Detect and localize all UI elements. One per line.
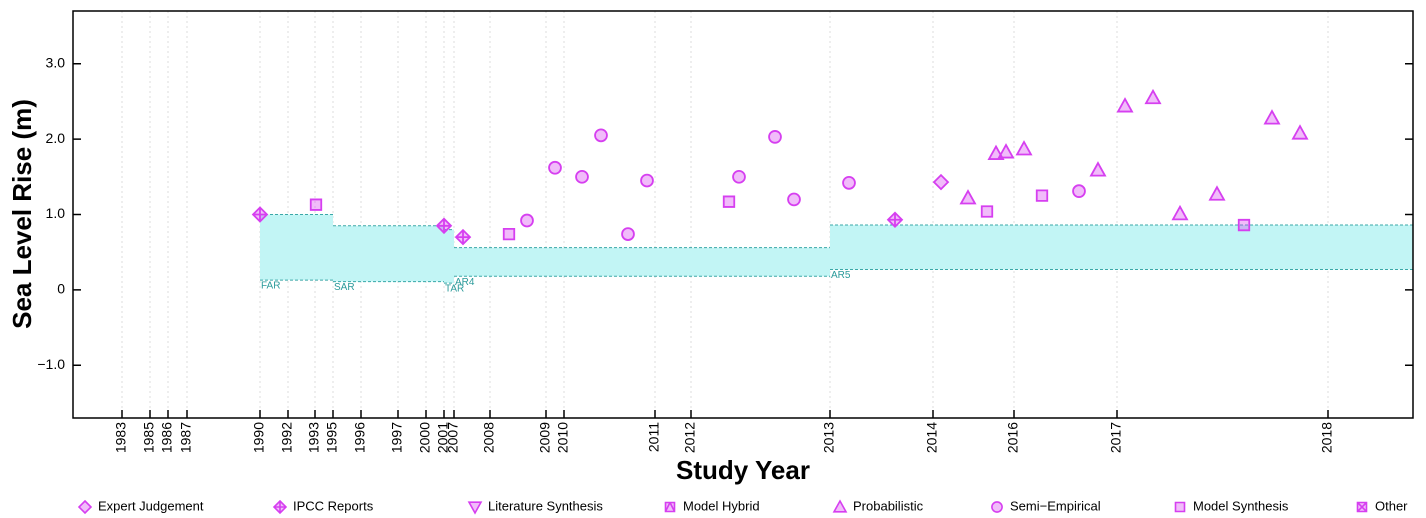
y-tick-label: 1.0 <box>46 205 66 221</box>
data-point <box>1089 161 1107 177</box>
x-tick-label: 2008 <box>481 422 497 453</box>
legend-marker <box>77 499 93 515</box>
x-tick-label: 1997 <box>389 422 405 453</box>
x-tick-label: 1986 <box>159 422 175 453</box>
legend-marker <box>991 501 1003 513</box>
data-point <box>502 227 516 241</box>
legend-label: Other <box>1375 498 1408 513</box>
data-point <box>722 195 736 208</box>
data-point <box>997 143 1015 159</box>
range-label: TAR <box>445 284 464 295</box>
legend-marker <box>664 501 676 513</box>
x-tick-label: 1985 <box>141 422 157 453</box>
x-tick-label: 2013 <box>821 422 837 453</box>
x-tick-label: 2016 <box>1005 422 1021 453</box>
data-point <box>1237 218 1251 232</box>
range-label: AR5 <box>831 270 851 281</box>
data-point <box>621 227 635 241</box>
y-tick-label: 0 <box>57 281 65 297</box>
data-point <box>842 176 856 190</box>
data-point <box>520 213 534 228</box>
x-tick-label: 1983 <box>113 422 129 453</box>
x-tick-label: 2007 <box>445 422 461 453</box>
data-point <box>575 169 589 184</box>
legend-marker <box>467 501 483 515</box>
y-tick-label: 2.0 <box>46 130 66 146</box>
x-tick-label: 2018 <box>1319 422 1335 453</box>
legend-marker <box>1356 501 1368 513</box>
range-band <box>830 225 1413 270</box>
data-point <box>1035 189 1049 202</box>
range-band <box>333 225 444 282</box>
data-point <box>1208 185 1226 201</box>
data-point <box>886 211 904 229</box>
x-tick-label: 2010 <box>555 422 571 453</box>
range-label: SAR <box>334 282 355 293</box>
legend-label: Probabilistic <box>853 498 924 513</box>
legend-marker <box>272 499 288 515</box>
y-axis-title: Sea Level Rise (m) <box>7 99 37 329</box>
x-tick-label: 1990 <box>251 422 267 453</box>
data-point <box>1015 140 1033 156</box>
data-point <box>640 173 654 188</box>
legend-marker <box>1174 501 1186 513</box>
x-axis-title: Study Year <box>676 455 810 485</box>
range-label: AR4 <box>455 277 475 288</box>
x-tick-label: 2011 <box>646 422 662 452</box>
x-tick-label: 1987 <box>178 422 194 453</box>
data-point <box>980 205 994 218</box>
legend-label: Model Synthesis <box>1193 498 1289 513</box>
data-point <box>454 228 472 246</box>
x-tick-label: 2001 <box>435 422 451 453</box>
data-point <box>768 130 782 144</box>
data-point <box>1171 204 1189 221</box>
legend-label: IPCC Reports <box>293 498 374 513</box>
data-point <box>251 206 269 223</box>
x-tick-label: 2012 <box>682 422 698 453</box>
y-tick-label: −1.0 <box>37 356 65 372</box>
x-tick-label: 2009 <box>537 422 553 453</box>
x-tick-label: 1993 <box>306 422 322 453</box>
range-band <box>454 247 830 277</box>
data-point <box>732 169 746 184</box>
legend-marker <box>832 499 848 513</box>
data-point <box>1291 124 1309 140</box>
range-band <box>260 214 333 281</box>
data-point <box>959 189 977 205</box>
y-tick-label: 3.0 <box>46 54 66 70</box>
data-point <box>435 217 453 235</box>
data-point <box>548 160 562 175</box>
x-tick-label: 1996 <box>352 422 368 453</box>
legend-label: Model Hybrid <box>683 498 760 513</box>
data-point <box>787 192 801 207</box>
data-point <box>932 173 950 191</box>
x-tick-label: 1992 <box>279 422 295 453</box>
x-tick-label: 2014 <box>924 422 940 453</box>
legend-label: Literature Synthesis <box>488 498 603 513</box>
data-point <box>309 198 323 211</box>
x-tick-label: 1995 <box>324 422 340 453</box>
range-band <box>444 229 454 284</box>
data-point <box>1072 184 1086 198</box>
range-label: FAR <box>261 281 280 292</box>
legend-label: Semi−Empirical <box>1010 498 1101 513</box>
x-tick-label: 2000 <box>417 422 433 453</box>
legend-label: Expert Judgement <box>98 498 204 513</box>
data-point <box>1263 109 1281 125</box>
x-tick-label: 2017 <box>1108 422 1124 453</box>
data-point <box>594 128 608 143</box>
data-point <box>1144 88 1162 105</box>
data-point <box>1116 97 1134 113</box>
